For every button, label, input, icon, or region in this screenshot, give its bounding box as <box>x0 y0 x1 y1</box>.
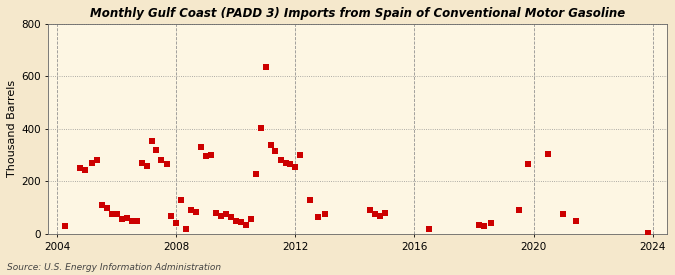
Point <box>102 205 113 210</box>
Point <box>151 148 162 152</box>
Point <box>176 197 187 202</box>
Point <box>181 227 192 231</box>
Point <box>275 158 286 163</box>
Point <box>313 215 323 219</box>
Point <box>250 171 261 176</box>
Point <box>111 212 122 216</box>
Point <box>86 161 97 165</box>
Point <box>211 211 221 215</box>
Point <box>166 213 177 218</box>
Point <box>290 165 301 169</box>
Point <box>424 227 435 231</box>
Point <box>265 142 276 147</box>
Point <box>285 162 296 167</box>
Point <box>97 203 107 207</box>
Point <box>107 212 117 216</box>
Point <box>543 152 554 156</box>
Point <box>246 217 256 222</box>
Point <box>240 222 251 227</box>
Point <box>191 209 202 214</box>
Point <box>141 163 152 168</box>
Point <box>161 162 172 167</box>
Title: Monthly Gulf Coast (PADD 3) Imports from Spain of Conventional Motor Gasoline: Monthly Gulf Coast (PADD 3) Imports from… <box>90 7 626 20</box>
Point <box>255 125 266 130</box>
Point <box>305 197 316 202</box>
Point <box>379 211 390 215</box>
Point <box>136 161 147 165</box>
Point <box>156 158 167 163</box>
Point <box>523 162 534 167</box>
Point <box>642 230 653 235</box>
Point <box>215 213 226 218</box>
Point <box>230 219 241 223</box>
Point <box>59 224 70 228</box>
Point <box>196 145 207 150</box>
Point <box>270 149 281 153</box>
Point <box>486 221 497 226</box>
Point <box>146 139 157 143</box>
Point <box>474 222 485 227</box>
Point <box>280 161 291 165</box>
Point <box>132 219 142 223</box>
Point <box>261 65 271 69</box>
Point <box>122 216 132 220</box>
Point <box>558 212 568 216</box>
Point <box>364 208 375 213</box>
Point <box>570 219 581 223</box>
Point <box>117 217 128 222</box>
Point <box>186 208 196 213</box>
Point <box>79 167 90 172</box>
Point <box>236 220 246 224</box>
Text: Source: U.S. Energy Information Administration: Source: U.S. Energy Information Administ… <box>7 263 221 272</box>
Point <box>171 221 182 226</box>
Point <box>74 166 85 170</box>
Point <box>221 212 232 216</box>
Point <box>320 212 331 216</box>
Point <box>200 154 211 159</box>
Point <box>225 215 236 219</box>
Point <box>369 212 380 216</box>
Point <box>126 219 137 223</box>
Y-axis label: Thousand Barrels: Thousand Barrels <box>7 80 17 177</box>
Point <box>92 158 103 163</box>
Point <box>206 153 217 157</box>
Point <box>479 224 489 228</box>
Point <box>513 208 524 213</box>
Point <box>374 213 385 218</box>
Point <box>295 153 306 157</box>
